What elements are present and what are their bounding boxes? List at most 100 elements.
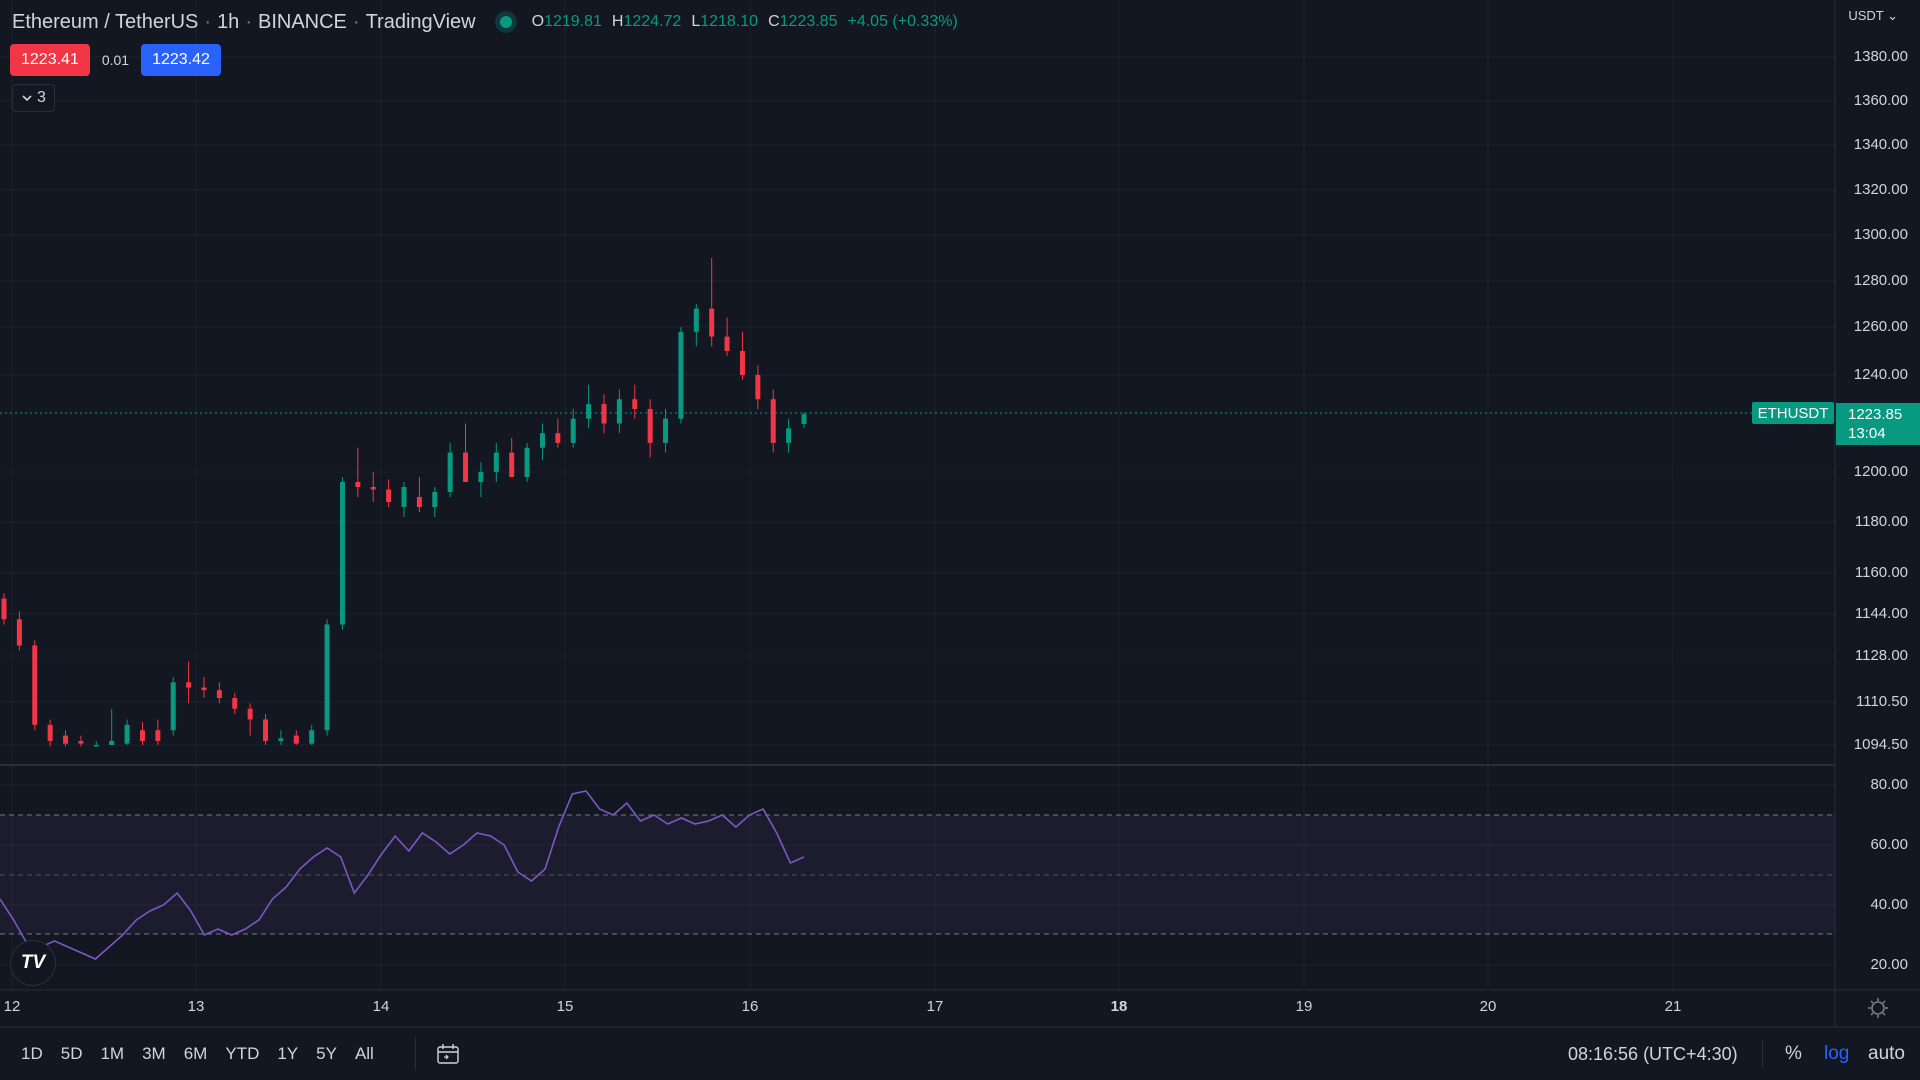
percent-toggle[interactable]: %	[1785, 1043, 1802, 1064]
chart-grid	[0, 0, 1835, 990]
close-value: 1223.85	[779, 13, 838, 30]
market-status-icon[interactable]	[499, 16, 512, 28]
candlestick-series	[1, 258, 807, 747]
calendar-icon	[437, 1044, 459, 1064]
tradingview-logo[interactable]: TV	[10, 940, 56, 986]
clock[interactable]: 08:16:56 (UTC+4:30)	[1568, 1043, 1738, 1064]
interval[interactable]: 1h	[217, 10, 240, 33]
candle-body	[632, 399, 638, 409]
quote-row: 1223.41 0.01 1223.42	[10, 44, 221, 76]
candle-body	[216, 690, 222, 699]
time-tick-label: 16	[741, 998, 759, 1015]
price-tick-label: 1260.00	[1853, 318, 1908, 335]
indicators-toggle-button[interactable]: 3	[12, 84, 55, 112]
candle-body	[339, 482, 345, 625]
candle-body	[93, 745, 99, 747]
rsi-tick-label: 20.00	[1870, 956, 1908, 973]
candle	[770, 389, 776, 453]
candle	[139, 722, 145, 745]
candle-body	[32, 645, 38, 725]
candle-body	[493, 452, 499, 472]
candle	[386, 479, 392, 507]
range-button-3m[interactable]: 3M	[142, 1044, 166, 1063]
range-button-1d[interactable]: 1D	[21, 1044, 43, 1063]
time-tick-label: 12	[3, 998, 21, 1015]
candle	[324, 619, 330, 736]
price-tick-label: 1094.50	[1853, 736, 1908, 753]
candle-body	[601, 404, 607, 424]
price-tick-label: 1144.00	[1854, 605, 1908, 622]
time-tick-label: 14	[372, 998, 390, 1015]
buy-button[interactable]: 1223.42	[141, 44, 221, 76]
chevron-down-icon	[22, 95, 32, 102]
candle-body	[709, 308, 715, 337]
candle-body	[478, 472, 484, 482]
candle	[32, 640, 38, 731]
candle-body	[770, 399, 776, 443]
candle	[247, 703, 253, 736]
range-button-all[interactable]: All	[354, 1044, 374, 1063]
candle	[124, 719, 130, 745]
candle-body	[370, 487, 376, 490]
candle-body	[386, 489, 392, 502]
candle	[539, 423, 545, 460]
candle-body	[416, 497, 422, 507]
exchange: BINANCE	[257, 10, 347, 33]
bottom-toolbar: 1D 5D 1M 3M 6M YTD 1Y 5Y All 08:16:56 (UTC+4:30)…	[0, 1028, 1920, 1080]
candle	[293, 730, 299, 745]
rsi-line	[0, 790, 805, 960]
candle	[339, 477, 345, 630]
range-button-5y[interactable]: 5Y	[316, 1044, 337, 1063]
range-button-ytd[interactable]: YTD	[225, 1044, 260, 1063]
low-value: 1218.10	[700, 13, 759, 30]
price-tick-label: 1240.00	[1853, 366, 1908, 383]
auto-toggle[interactable]: auto	[1868, 1043, 1905, 1064]
rsi-tick-label: 40.00	[1870, 896, 1908, 913]
candle	[201, 677, 207, 699]
candle	[109, 708, 115, 745]
candle	[1, 593, 7, 625]
log-toggle[interactable]: log	[1824, 1043, 1850, 1064]
candle	[63, 730, 69, 747]
candle	[416, 477, 422, 512]
symbol-name[interactable]: Ethereum / TetherUS	[12, 10, 199, 33]
candle-body	[570, 418, 576, 443]
sell-button[interactable]: 1223.41	[10, 44, 90, 76]
time-tick-label: 17	[926, 998, 944, 1015]
candle	[47, 719, 53, 747]
candle	[724, 317, 730, 356]
candle-body	[109, 740, 115, 745]
candle	[93, 740, 99, 747]
candle-body	[786, 428, 792, 443]
candle	[232, 692, 238, 715]
date-range-button[interactable]	[414, 1038, 464, 1070]
candle-body	[447, 452, 453, 492]
change-value: +4.05 (+0.33%)	[847, 13, 958, 30]
candle-body	[509, 452, 515, 477]
gear-icon[interactable]	[1866, 996, 1890, 1020]
candle	[693, 304, 699, 347]
currency-selector[interactable]: USDT ⌄	[1848, 8, 1898, 23]
rsi-tick-label: 80.00	[1870, 776, 1908, 793]
candle	[709, 258, 715, 347]
high-value: 1224.72	[623, 13, 682, 30]
candle-body	[724, 336, 730, 351]
candle-body	[247, 708, 253, 720]
price-tick-label: 1320.00	[1853, 181, 1908, 198]
price-tick-label: 1380.00	[1853, 48, 1908, 65]
candle-body	[432, 492, 438, 507]
range-button-6m[interactable]: 6M	[183, 1044, 208, 1063]
candle-body	[124, 724, 130, 744]
range-button-1y[interactable]: 1Y	[277, 1044, 299, 1063]
range-button-1m[interactable]: 1M	[100, 1044, 125, 1063]
candle	[786, 418, 792, 453]
candle	[801, 412, 807, 429]
candle	[663, 408, 669, 453]
candle-body	[139, 730, 145, 741]
time-tick-label: 20	[1479, 998, 1497, 1015]
candle-body	[678, 331, 684, 419]
open-value: 1219.81	[544, 13, 602, 30]
candle-body	[186, 682, 192, 688]
range-button-5d[interactable]: 5D	[60, 1044, 83, 1063]
